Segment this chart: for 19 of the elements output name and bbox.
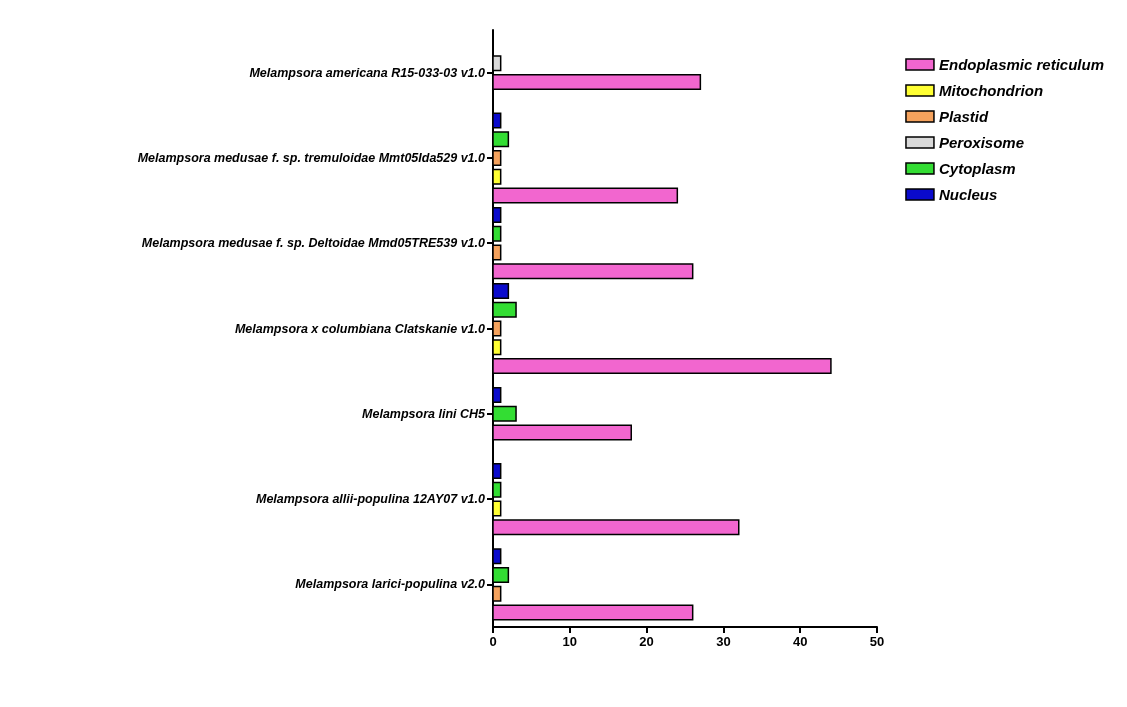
- x-tick-label: 10: [562, 634, 578, 649]
- y-tick-label: Melampsora allii-populina 12AY07 v1.0: [255, 492, 486, 507]
- legend-label: Nucleus: [938, 186, 998, 203]
- x-tick-label: 40: [792, 634, 808, 649]
- legend-label: Plastid: [938, 108, 989, 125]
- x-tick-label: 30: [716, 634, 731, 649]
- y-tick-label: Melampsora larici-populina v2.0: [295, 577, 486, 592]
- x-tick-label: 0: [489, 634, 497, 649]
- y-tick-label: Melampsora medusae f. sp. tremuloidae Mmt05Ida529 v1.0: [137, 150, 486, 165]
- legend-label: Peroxisome: [938, 134, 1025, 151]
- y-tick-label: Melampsora x columbiana Clatskanie v1.0: [234, 321, 486, 336]
- y-tick-label: Melampsora lini CH5: [362, 406, 487, 421]
- y-tick-label: Melampsora americana R15-033-03 v1.0: [249, 65, 486, 80]
- x-tick-label: 50: [869, 634, 885, 649]
- y-tick-label: Melampsora medusae f. sp. Deltoidae Mmd05TRE539 v1.0: [141, 236, 486, 251]
- x-tick-label: 20: [639, 634, 654, 649]
- legend-label: Endoplasmic reticulum: [938, 56, 1105, 73]
- legend-label: Cytoplasm: [938, 160, 1016, 177]
- legend-label: Mitochondrion: [938, 82, 1044, 99]
